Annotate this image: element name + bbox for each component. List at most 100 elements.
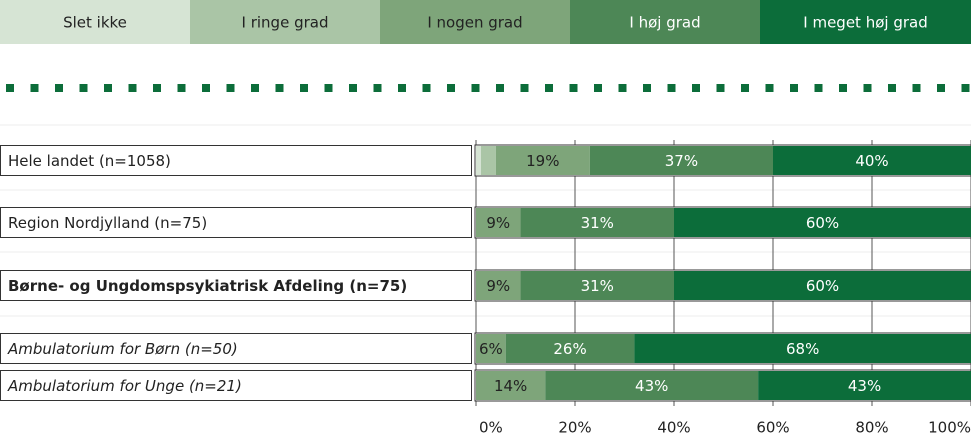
- bar-segment: [674, 208, 971, 237]
- category-label: Ambulatorium for Unge (n=21): [7, 377, 242, 395]
- legend-swatch: [0, 0, 190, 44]
- legend-swatch: [760, 0, 971, 44]
- bar-segment: [758, 371, 971, 400]
- legend-label: Slet ikke: [63, 14, 127, 32]
- category-box: [0, 270, 472, 301]
- value-label: 9%: [486, 277, 510, 295]
- x-tick-label: 40%: [657, 419, 690, 436]
- legend-label: I høj grad: [629, 14, 700, 32]
- dot: [422, 84, 431, 92]
- dot: [300, 84, 308, 92]
- bar-segment: [480, 146, 496, 175]
- dot: [741, 84, 749, 92]
- legend-swatch: [190, 0, 380, 44]
- dot: [6, 84, 14, 92]
- category-box: [0, 333, 472, 364]
- bar-segment: [520, 208, 674, 237]
- dot: [373, 84, 382, 92]
- dot: [937, 84, 945, 92]
- value-label: 9%: [486, 214, 510, 232]
- x-tick-label: 60%: [756, 419, 789, 436]
- category-box: [0, 370, 472, 401]
- dot: [643, 84, 651, 92]
- category-label: Hele landet (n=1058): [8, 152, 171, 170]
- value-label: 19%: [526, 152, 559, 170]
- dot: [398, 84, 406, 92]
- dot: [569, 84, 578, 92]
- value-label: 31%: [581, 277, 614, 295]
- value-label: 40%: [855, 152, 888, 170]
- dot: [863, 84, 872, 92]
- category-label: Ambulatorium for Børn (n=50): [7, 340, 238, 358]
- dot: [177, 84, 186, 92]
- value-label: 26%: [553, 340, 586, 358]
- legend-label: I ringe grad: [242, 14, 329, 32]
- dot: [618, 84, 627, 92]
- bar-segment: [476, 146, 481, 175]
- bar-segment: [634, 334, 971, 363]
- dot: [765, 84, 774, 92]
- dot: [447, 84, 455, 92]
- value-label: 37%: [665, 152, 698, 170]
- category-label: Region Nordjylland (n=75): [8, 214, 207, 232]
- value-label: 14%: [494, 377, 527, 395]
- bar-segment: [476, 271, 521, 300]
- dot: [545, 84, 553, 92]
- dot: [667, 84, 676, 92]
- bar-segment: [476, 371, 546, 400]
- bar-segment: [674, 271, 971, 300]
- dot: [153, 84, 161, 92]
- bar-segment: [773, 146, 971, 175]
- value-label: 6%: [479, 340, 503, 358]
- dot: [471, 84, 480, 92]
- dot: [275, 84, 284, 92]
- dot: [692, 84, 700, 92]
- dot: [496, 84, 504, 92]
- bar-segment: [589, 146, 773, 175]
- dot: [226, 84, 235, 92]
- dot: [790, 84, 798, 92]
- category-label: Børne- og Ungdomspsykiatrisk Afdeling (n…: [8, 277, 407, 295]
- dot: [202, 84, 210, 92]
- dot: [349, 84, 357, 92]
- value-label: 31%: [581, 214, 614, 232]
- dotted-separator: [6, 84, 970, 92]
- x-tick-label: 20%: [558, 419, 591, 436]
- x-tick-label: 100%: [928, 419, 971, 436]
- value-label: 68%: [786, 340, 819, 358]
- value-label: 60%: [806, 214, 839, 232]
- bar-segment: [476, 334, 506, 363]
- dot: [251, 84, 259, 92]
- dot: [128, 84, 137, 92]
- value-label: 60%: [806, 277, 839, 295]
- x-tick-label: 0%: [479, 419, 503, 436]
- dot: [324, 84, 333, 92]
- dot: [912, 84, 921, 92]
- bar-segment: [505, 334, 635, 363]
- dot: [30, 84, 39, 92]
- value-label: 43%: [848, 377, 881, 395]
- dot: [55, 84, 63, 92]
- dot: [888, 84, 896, 92]
- category-box: [0, 145, 472, 176]
- legend-swatch: [380, 0, 570, 44]
- legend-label: I nogen grad: [427, 14, 522, 32]
- bar-segment: [495, 146, 590, 175]
- category-box: [0, 207, 472, 238]
- dot: [814, 84, 823, 92]
- dot: [79, 84, 88, 92]
- dot: [520, 84, 529, 92]
- dot: [961, 84, 970, 92]
- dot: [594, 84, 602, 92]
- dot: [716, 84, 725, 92]
- legend-label: I meget høj grad: [803, 14, 927, 32]
- bar-segment: [476, 208, 521, 237]
- legend-swatch: [570, 0, 760, 44]
- value-label: 43%: [635, 377, 668, 395]
- x-tick-label: 80%: [855, 419, 888, 436]
- dot: [104, 84, 112, 92]
- dot: [839, 84, 847, 92]
- bar-segment: [545, 371, 759, 400]
- bar-segment: [520, 271, 674, 300]
